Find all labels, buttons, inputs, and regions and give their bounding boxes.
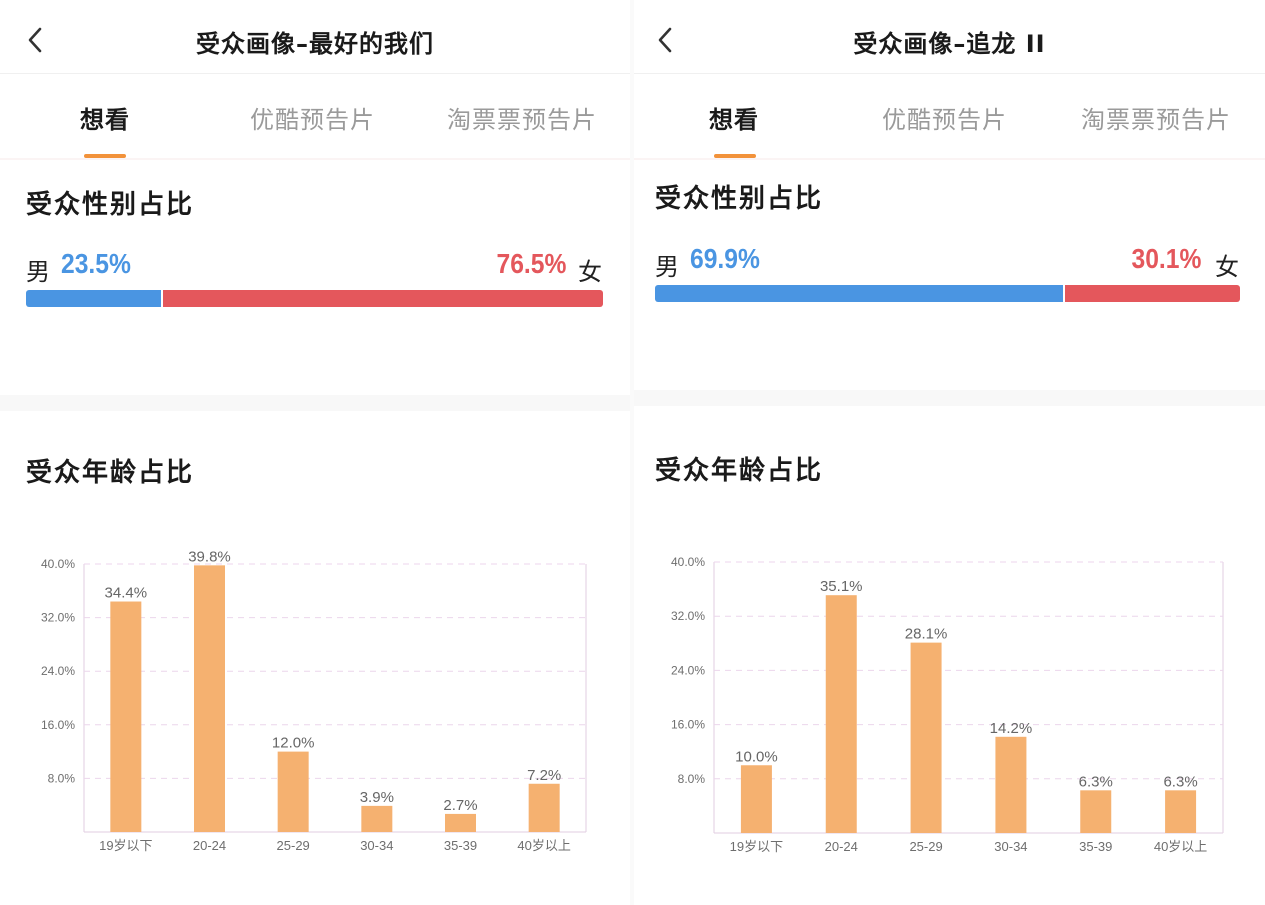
tab-want-to-see[interactable]: 想看 xyxy=(80,106,130,134)
gender-ratio-row: 男 23.5% 76.5% 女 xyxy=(0,248,630,288)
x-tick-label: 20-24 xyxy=(825,839,858,854)
bar-2 xyxy=(277,751,309,832)
tab-youku-trailer[interactable]: 优酷预告片 xyxy=(250,106,375,134)
data-label: 35.1% xyxy=(820,578,863,595)
nav-bar: 受众画像–最好的我们 xyxy=(0,0,630,74)
y-tick-label: 24.0% xyxy=(671,663,705,677)
x-tick-label: 40岁以上 xyxy=(1154,839,1207,854)
x-tick-label: 20-24 xyxy=(193,838,226,853)
tab-bar: 想看 优酷预告片 淘票票预告片 xyxy=(634,74,1265,158)
bar-0 xyxy=(740,765,772,833)
y-tick-label: 32.0% xyxy=(671,609,705,623)
x-tick-label: 35-39 xyxy=(1079,839,1112,854)
data-label: 6.3% xyxy=(1163,773,1197,790)
data-label: 6.3% xyxy=(1079,773,1113,790)
x-tick-label: 35-39 xyxy=(444,838,477,853)
x-tick-label: 25-29 xyxy=(277,838,310,853)
active-tab-indicator xyxy=(714,154,756,158)
y-tick-label: 16.0% xyxy=(671,718,705,732)
female-share-bar xyxy=(1065,285,1240,302)
tab-bar: 想看 优酷预告片 淘票票预告片 xyxy=(0,74,630,158)
x-tick-label: 19岁以下 xyxy=(730,839,783,854)
gender-section-title: 受众性别占比 xyxy=(26,190,195,220)
bar-4 xyxy=(1080,790,1112,833)
tab-taopiaopiao-trailer[interactable]: 淘票票预告片 xyxy=(447,106,597,134)
gender-ratio-bar xyxy=(655,285,1240,302)
x-tick-label: 30-34 xyxy=(360,838,393,853)
gender-ratio-bar xyxy=(26,290,603,307)
bar-5 xyxy=(1165,790,1197,833)
female-percentage: 30.1% xyxy=(1131,243,1201,274)
age-bar-chart: 40.0% 32.0% 24.0% 16.0% 8.0% 10.0% 19岁以下 35.1% 2… xyxy=(671,555,1224,854)
section-gap xyxy=(0,395,630,411)
male-share-bar xyxy=(655,285,1063,302)
bar-3 xyxy=(995,736,1027,833)
data-label: 34.4% xyxy=(105,585,148,602)
bar-0 xyxy=(110,601,142,832)
tab-want-to-see[interactable]: 想看 xyxy=(709,106,759,134)
data-label: 39.8% xyxy=(188,548,231,565)
bar-1 xyxy=(825,595,857,833)
female-percentage: 76.5% xyxy=(496,248,566,279)
data-label: 10.0% xyxy=(735,748,778,765)
data-label: 2.7% xyxy=(443,797,477,814)
x-tick-label: 30-34 xyxy=(994,839,1027,854)
bar-5 xyxy=(528,783,560,832)
x-tick-label: 25-29 xyxy=(909,839,942,854)
female-label: 女 xyxy=(578,258,602,286)
audience-panel-2: 受众画像–追龙 II 想看 优酷预告片 淘票票预告片 受众性别占比 男 69.9… xyxy=(634,0,1265,905)
audience-panel-1: 受众画像–最好的我们 想看 优酷预告片 淘票票预告片 受众性别占比 男 23.5… xyxy=(0,0,630,905)
tabs-divider xyxy=(634,158,1265,160)
x-tick-label: 19岁以下 xyxy=(99,838,152,853)
data-label: 3.9% xyxy=(360,789,394,806)
male-percentage: 69.9% xyxy=(690,243,760,274)
y-tick-label: 8.0% xyxy=(678,772,706,786)
y-tick-label: 24.0% xyxy=(41,664,75,678)
gender-ratio-row: 男 69.9% 30.1% 女 xyxy=(634,243,1265,283)
panel-divider xyxy=(630,0,634,905)
male-percentage: 23.5% xyxy=(61,248,131,279)
page-title: 受众画像–追龙 II xyxy=(853,30,1046,58)
tabs-divider xyxy=(0,158,630,160)
gender-section-title: 受众性别占比 xyxy=(655,184,824,214)
y-tick-label: 40.0% xyxy=(41,557,75,571)
y-tick-label: 16.0% xyxy=(41,718,75,732)
male-share-bar xyxy=(26,290,161,307)
age-section-title: 受众年龄占比 xyxy=(655,456,824,486)
section-gap xyxy=(634,390,1265,406)
data-label: 28.1% xyxy=(905,626,948,643)
female-share-bar xyxy=(163,290,603,307)
page-title: 受众画像–最好的我们 xyxy=(196,30,434,58)
y-tick-label: 40.0% xyxy=(671,555,705,569)
active-tab-indicator xyxy=(84,154,126,158)
nav-bar: 受众画像–追龙 II xyxy=(634,0,1265,74)
male-label: 男 xyxy=(655,253,679,281)
data-label: 14.2% xyxy=(990,720,1033,737)
data-label: 12.0% xyxy=(272,735,315,752)
x-tick-label: 40岁以上 xyxy=(517,838,570,853)
bar-2 xyxy=(910,642,942,833)
y-tick-label: 32.0% xyxy=(41,611,75,625)
female-label: 女 xyxy=(1215,253,1239,281)
data-label: 7.2% xyxy=(527,767,561,784)
back-arrow-icon[interactable] xyxy=(652,24,680,56)
bar-4 xyxy=(445,813,476,832)
age-section-title: 受众年龄占比 xyxy=(26,458,195,488)
tab-taopiaopiao-trailer[interactable]: 淘票票预告片 xyxy=(1081,106,1231,134)
y-tick-label: 8.0% xyxy=(48,771,76,785)
male-label: 男 xyxy=(26,258,50,286)
back-arrow-icon[interactable] xyxy=(22,24,50,56)
age-bar-chart: 40.0% 32.0% 24.0% 16.0% 8.0% 34.4% 19岁以下 39.8% 2… xyxy=(41,548,587,853)
bar-1 xyxy=(194,565,225,832)
bar-3 xyxy=(361,805,393,832)
tab-youku-trailer[interactable]: 优酷预告片 xyxy=(882,106,1007,134)
